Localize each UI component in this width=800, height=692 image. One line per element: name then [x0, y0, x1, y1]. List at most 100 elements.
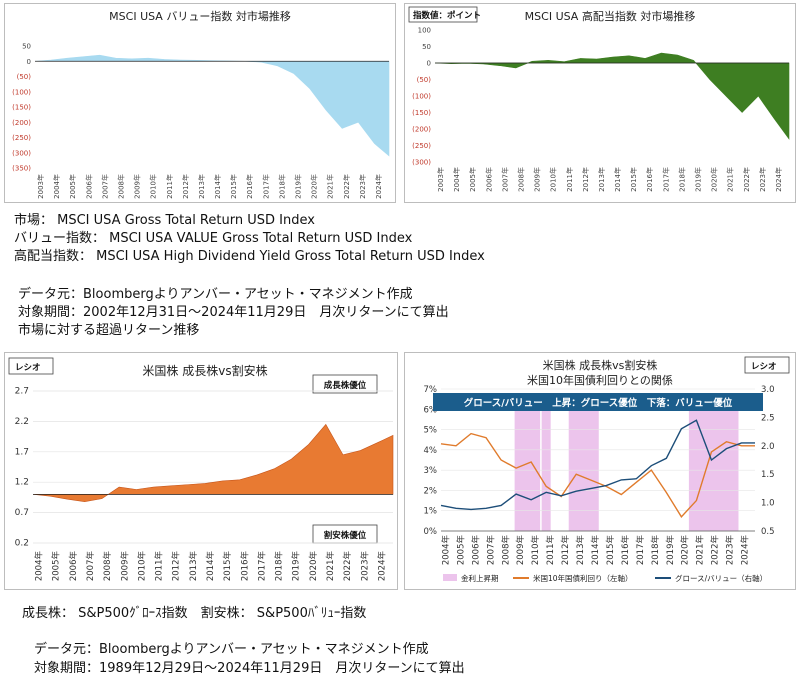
high-dividend-panel: 指数値：ポイント MSCI USA 高配当指数 対市場推移 100 50 0 (50)…: [404, 3, 796, 203]
unit-chip: [744, 356, 790, 374]
x-tick-label: 2009年: [515, 535, 526, 566]
x-tick-label: 2007年: [485, 535, 496, 566]
source-line: 市場に対する超過リターン推移: [18, 323, 200, 338]
area-series: [434, 52, 790, 140]
legend-swatch-shade: [443, 574, 457, 581]
x-tick-label: 2007年: [100, 174, 109, 199]
chart-title: MSCI USA バリュー指数 対市場推移: [109, 9, 291, 23]
y-tick-label: (200): [12, 119, 31, 127]
y-left-tick-label: 5%: [424, 426, 438, 436]
x-tick-label: 2017年: [256, 551, 267, 582]
x-tick-label: 2018年: [274, 551, 285, 582]
y-tick-label: (350): [12, 165, 31, 173]
y-left-tick-label: 7%: [424, 385, 438, 395]
unit-chip-label: レシオ: [15, 363, 41, 373]
y-left-tick-label: 1%: [424, 507, 438, 517]
y-tick-label: (150): [12, 104, 31, 112]
y-left-tick-label: 3%: [424, 466, 438, 476]
x-tick-label: 2005年: [455, 535, 466, 566]
y-tick-label: 50: [22, 43, 31, 51]
x-tick-label: 2021年: [695, 535, 706, 566]
x-tick-label: 2023年: [359, 551, 370, 582]
x-tick-label: 2008年: [117, 174, 126, 199]
growth-advantage-box: [312, 374, 378, 394]
x-tick-label: 2018年: [677, 167, 686, 192]
x-tick-label: 2013年: [197, 174, 206, 199]
chart-title: 米国株 成長株vs割安株: [142, 363, 267, 378]
y-tick-label: (100): [412, 93, 431, 101]
x-tick-label: 2003年: [436, 167, 445, 192]
x-tick-label: 2004年: [440, 535, 451, 566]
yield-relation-chart: 米国株 成長株vs割安株 米国10年国債利回りとの関係 レシオ 7% 6% 5% 4%…: [424, 356, 790, 583]
x-tick-label: 2007年: [500, 167, 509, 192]
y-left-tick-label: 4%: [424, 446, 438, 456]
x-tick-label: 2010年: [530, 535, 541, 566]
x-tick-label: 2004年: [52, 174, 61, 199]
y-left-tick-label: 6%: [424, 405, 438, 415]
unit-chip-label: レシオ: [751, 362, 777, 372]
x-tick-label: 2010年: [549, 167, 558, 192]
rate-rise-period: [568, 411, 599, 531]
y-left-tick-label: 2%: [424, 486, 438, 496]
x-tick-label: 2024年: [774, 167, 783, 192]
x-tick-label: 2014年: [613, 167, 622, 192]
rate-rise-period: [688, 411, 739, 531]
y-tick-label: (50): [17, 73, 32, 81]
x-tick-label: 2020年: [308, 551, 319, 582]
y-tick-label: 1.7: [15, 447, 29, 457]
x-tick-label: 2013年: [597, 167, 606, 192]
x-tick-label: 2022年: [710, 535, 721, 566]
x-tick-label: 2012年: [560, 535, 571, 566]
x-tick-label: 2023年: [725, 535, 736, 566]
x-tick-label: 2015年: [222, 551, 233, 582]
legend-label: 米国10年国債利回り（左軸）: [533, 573, 633, 583]
x-tick-label: 2024年: [740, 535, 751, 566]
source-line: 対象期間：2002年12月31日～2024年11月29日 月次リターンにて算出: [18, 305, 449, 320]
x-tick-label: 2017年: [261, 174, 270, 199]
y-right-tick-label: 1.0: [761, 499, 775, 509]
x-tick-label: 2016年: [239, 551, 250, 582]
data-source-top: データ元：Bloombergよりアンバー・アセット・マネジメント作成 対象期間：…: [18, 286, 449, 340]
chart-title: 米国株 成長株vs割安株: [543, 358, 658, 372]
x-tick-label: 2011年: [165, 174, 174, 199]
x-tick-label: 2006年: [84, 174, 93, 199]
area-series: [34, 54, 390, 157]
y-tick-label: (300): [12, 149, 31, 157]
y-tick-label: (100): [12, 88, 31, 96]
chart-subtitle: 米国10年国債利回りとの関係: [527, 373, 673, 387]
y-right-tick-label: 2.5: [761, 413, 775, 423]
x-tick-label: 2013年: [575, 535, 586, 566]
y-tick-label: 1.2: [15, 478, 29, 488]
y-tick-label: (150): [412, 109, 431, 117]
y-tick-label: 0.7: [15, 508, 29, 518]
x-tick-label: 2006年: [470, 535, 481, 566]
x-tick-label: 2019年: [694, 167, 703, 192]
x-tick-label: 2012年: [181, 174, 190, 199]
x-tick-label: 2010年: [149, 174, 158, 199]
x-tick-label: 2020年: [310, 174, 319, 199]
growth-vs-value-chart: レシオ 米国株 成長株vs割安株 成長株優位 割安株優位 2.7 2.2 1.7 1.…: [8, 357, 394, 582]
x-tick-label: 2016年: [620, 535, 631, 566]
data-source-bottom: データ元：Bloombergよりアンバー・アセット・マネジメント作成 対象期間：…: [34, 640, 465, 678]
x-tick-label: 2024年: [376, 551, 387, 582]
source-line: 対象期間：1989年12月29日～2024年11月29日 月次リターンにて算出: [34, 661, 465, 676]
high-dividend-chart: 指数値：ポイント MSCI USA 高配当指数 対市場推移 100 50 0 (50)…: [408, 6, 790, 192]
x-tick-label: 2017年: [661, 167, 670, 192]
x-tick-label: 2017年: [635, 535, 646, 566]
x-tick-label: 2008年: [517, 167, 526, 192]
growth-advantage-label: 成長株優位: [324, 380, 367, 391]
x-tick-label: 2005年: [68, 174, 77, 199]
x-tick-label: 2019年: [294, 174, 303, 199]
x-tick-label: 2005年: [51, 551, 62, 582]
x-tick-label: 2020年: [680, 535, 691, 566]
y-right-tick-label: 0.5: [761, 527, 775, 537]
x-tick-label: 2019年: [291, 551, 302, 582]
legend-label: 金利上昇期: [461, 573, 499, 583]
y-tick-label: (250): [12, 134, 31, 142]
y-left-tick-label: 0%: [424, 527, 438, 537]
value-index-panel: MSCI USA バリュー指数 対市場推移 50 0 (50) (100) (150) (…: [4, 3, 396, 203]
x-tick-label: 2005年: [468, 167, 477, 192]
x-tick-label: 2024年: [374, 174, 383, 199]
growth-value-ratio-line: [440, 419, 755, 511]
x-tick-label: 2007年: [85, 551, 96, 582]
